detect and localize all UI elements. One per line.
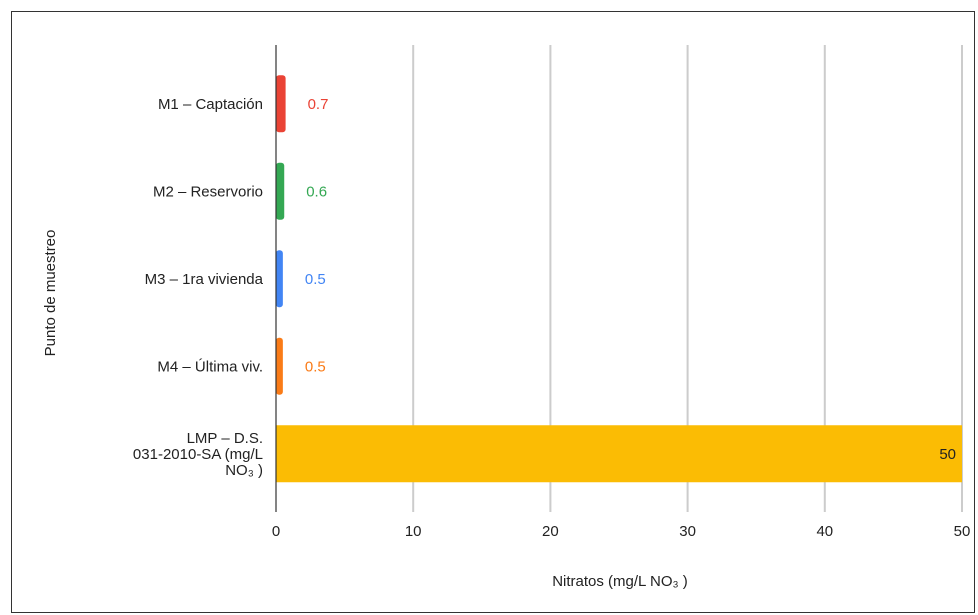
data-label: 50: [939, 446, 956, 463]
x-tick-label: 30: [679, 523, 696, 540]
x-axis-title: Nitratos (mg/L NO₃ ): [552, 573, 688, 590]
bar: [276, 162, 285, 220]
data-label: 0.7: [308, 96, 329, 113]
data-label: 0.5: [305, 358, 326, 375]
category-label: M1 – Captación: [158, 96, 263, 113]
x-tick-label: 20: [542, 523, 559, 540]
category-label: LMP – D.S.: [187, 430, 263, 447]
category-label: 031-2010-SA (mg/L: [133, 446, 263, 463]
category-labels: M1 – Captación M2 – Reservorio M3 – 1ra vi…: [133, 96, 264, 479]
category-label: M4 – Última viv.: [157, 358, 263, 375]
x-tick-label: 40: [816, 523, 833, 540]
y-axis-title: Punto de muestreo: [42, 230, 59, 357]
x-tick-label: 10: [405, 523, 422, 540]
category-label: NO₃ ): [225, 462, 263, 479]
bar: [276, 337, 283, 395]
x-tick-label: 0: [272, 523, 280, 540]
data-labels: 0.7 0.6 0.5 0.5 50: [305, 96, 956, 463]
x-tick-label: 50: [954, 523, 971, 540]
bar: [276, 425, 962, 483]
category-label: M3 – 1ra vivienda: [145, 271, 264, 288]
bar: [276, 75, 286, 133]
x-tick-labels: 0 10 20 30 40 50: [272, 523, 971, 540]
category-label: M2 – Reservorio: [153, 183, 263, 200]
data-label: 0.5: [305, 271, 326, 288]
chart-frame: [11, 11, 975, 613]
bar: [276, 250, 283, 308]
data-label: 0.6: [306, 183, 327, 200]
bars: [276, 75, 962, 483]
